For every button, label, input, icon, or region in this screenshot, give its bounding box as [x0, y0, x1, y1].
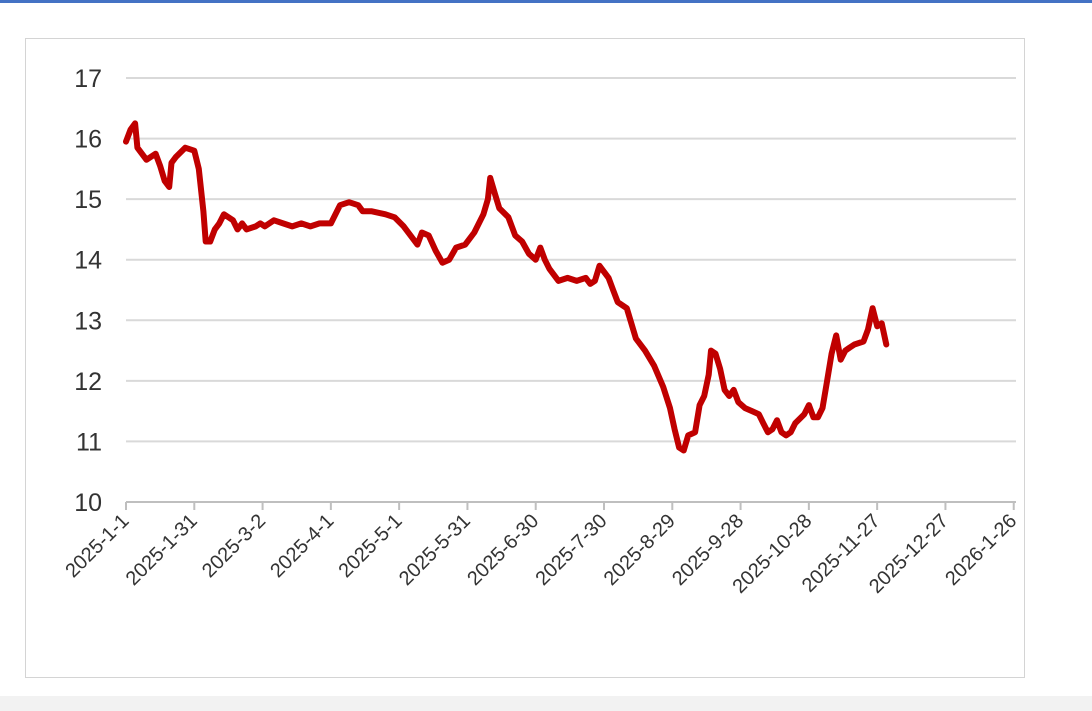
- chart-frame: [25, 38, 1025, 678]
- y-tick-label: 14: [74, 247, 102, 275]
- y-tick-label: 11: [76, 428, 102, 456]
- y-tick-label: 10: [74, 489, 102, 517]
- x-tick-label: 2025-8-29: [600, 510, 680, 590]
- series-layer: [123, 120, 890, 454]
- x-tick-label: 2025-5-1: [335, 510, 407, 582]
- x-tick-label: 2025-1-31: [122, 510, 202, 590]
- x-tick-label: 2025-4-1: [266, 510, 338, 582]
- gridlines: [126, 77, 1016, 443]
- series-line: [123, 120, 890, 454]
- y-tick-label: 12: [74, 368, 102, 396]
- y-tick-label: 17: [74, 65, 102, 93]
- x-tick-label: 2025-6-30: [463, 510, 543, 590]
- y-tick-label: 15: [74, 186, 102, 214]
- x-tick-label: 2025-3-2: [198, 510, 270, 582]
- y-axis-ticks: 10 11 12 13 14 15 16 17: [74, 65, 102, 517]
- x-tick-label: 2025-7-30: [532, 510, 612, 590]
- bottom-strip: [0, 696, 1092, 711]
- x-tick-label: 2026-1-26: [941, 510, 1021, 590]
- x-tick-label: 2025-1-1: [61, 510, 133, 582]
- y-tick-label: 16: [74, 126, 102, 154]
- y-tick-label: 13: [74, 307, 102, 335]
- x-axis: 2025-1-12025-1-312025-3-22025-4-12025-5-…: [61, 501, 1021, 598]
- x-tick-label: 2025-5-31: [395, 510, 475, 590]
- top-accent-rule: [0, 0, 1092, 3]
